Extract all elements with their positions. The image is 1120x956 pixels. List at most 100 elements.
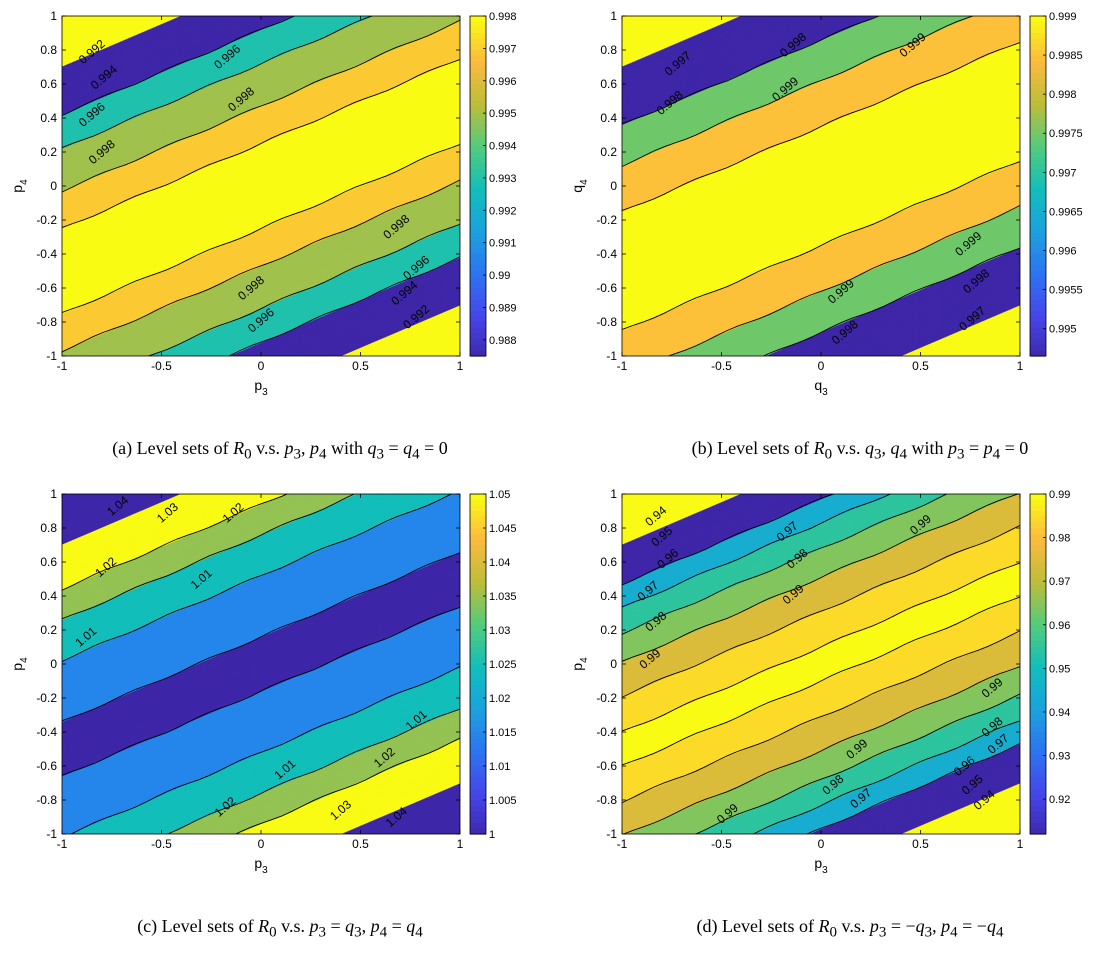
contour-band bbox=[622, 641, 1020, 814]
y-tick-label: 0.6 bbox=[40, 555, 57, 569]
contour-band bbox=[622, 16, 902, 136]
contour-band bbox=[622, 183, 1020, 356]
colorbar-segment bbox=[470, 101, 486, 108]
panel-d: 0.94 0.95 0.96 0.97 0.98 0.99 0.97 0.98 0.99 0.99… bbox=[560, 478, 1120, 956]
colorbar-segment bbox=[470, 231, 486, 238]
contour-band bbox=[62, 156, 460, 330]
contour-band bbox=[622, 633, 1020, 806]
contour-band bbox=[62, 16, 207, 78]
contour-band bbox=[622, 122, 1020, 296]
contour-band bbox=[62, 16, 211, 80]
contour-band bbox=[62, 173, 460, 347]
colorbar-segment bbox=[1030, 350, 1046, 357]
contour-band bbox=[62, 22, 460, 195]
y-tick-label: -0.2 bbox=[596, 691, 617, 705]
contour-band bbox=[622, 76, 1020, 250]
contour-band bbox=[622, 83, 1020, 257]
contour-band bbox=[62, 166, 460, 340]
contour-band bbox=[62, 17, 460, 190]
contour-band bbox=[62, 600, 460, 774]
y-tick-label: 0.8 bbox=[600, 43, 617, 57]
contour-band bbox=[622, 53, 1020, 226]
contour-band bbox=[62, 497, 460, 670]
colorbar-segment bbox=[1030, 163, 1046, 170]
contour-band bbox=[62, 109, 460, 282]
colorbar-segment bbox=[470, 191, 486, 198]
caption-r0-symbol: R0 bbox=[258, 916, 277, 941]
contour-band bbox=[622, 180, 1020, 353]
contour-band bbox=[62, 170, 460, 343]
contour-band bbox=[622, 177, 1020, 350]
contour-chart-c: 1.04 1.03 1.021.02 1.011.011.011.021.011.02… bbox=[9, 487, 517, 876]
colorbar-segment bbox=[470, 44, 486, 51]
contour-band bbox=[62, 494, 378, 629]
contour-band bbox=[62, 151, 460, 325]
colorbar-segment bbox=[1030, 282, 1046, 289]
contour-band bbox=[62, 126, 460, 299]
colorbar-segment bbox=[470, 163, 486, 170]
contour-band bbox=[62, 494, 445, 658]
colorbar-segment bbox=[1030, 78, 1046, 85]
contour-band bbox=[622, 575, 1020, 748]
y-tick-label: -0.4 bbox=[36, 247, 57, 261]
colorbar-segment bbox=[470, 630, 486, 637]
colorbar-segment bbox=[470, 681, 486, 688]
contour-band bbox=[622, 494, 981, 648]
y-tick-label: -0.2 bbox=[36, 691, 57, 705]
contour-band bbox=[62, 495, 460, 668]
contour-band bbox=[622, 54, 1020, 228]
colorbar-segment bbox=[470, 828, 486, 835]
contour-band bbox=[622, 16, 775, 81]
contour-band bbox=[622, 660, 1020, 833]
contour-band bbox=[622, 531, 1020, 704]
colorbar-segment bbox=[1030, 749, 1046, 756]
contour-band bbox=[622, 90, 1020, 263]
contour-line bbox=[622, 494, 836, 586]
contour-band bbox=[62, 494, 230, 566]
colorbar-segment bbox=[470, 715, 486, 722]
caption-vs: v.s. bbox=[836, 438, 865, 458]
colorbar-segment bbox=[1030, 817, 1046, 824]
contour-band bbox=[622, 519, 1020, 692]
colorbar-segment bbox=[470, 305, 486, 312]
colorbar-segment bbox=[470, 242, 486, 249]
contour-line bbox=[622, 630, 1020, 804]
contour-band bbox=[622, 494, 822, 580]
contour-band bbox=[622, 494, 1001, 656]
colorbar-segment bbox=[470, 146, 486, 153]
colorbar-segment bbox=[470, 607, 486, 614]
contour-band bbox=[62, 16, 390, 156]
contour-band bbox=[622, 16, 946, 155]
contour-band bbox=[622, 494, 802, 571]
contour-band bbox=[62, 117, 460, 291]
contour-band bbox=[622, 494, 814, 576]
colorbar-segment bbox=[1030, 67, 1046, 74]
colorbar-tick-label: 0.995 bbox=[1049, 324, 1077, 336]
contour-band bbox=[62, 556, 460, 729]
contour-band bbox=[62, 16, 433, 175]
contour-band bbox=[62, 510, 460, 684]
contour-band bbox=[62, 78, 460, 251]
contour-band bbox=[622, 16, 794, 90]
contour-band bbox=[820, 748, 1020, 834]
contour-band bbox=[622, 494, 782, 563]
contour-band bbox=[622, 585, 1020, 758]
contour-band bbox=[622, 16, 830, 105]
contour-band bbox=[62, 16, 314, 124]
contour-band bbox=[62, 153, 460, 326]
contour-band bbox=[622, 529, 1020, 702]
contour-band bbox=[62, 658, 460, 831]
colorbar-segment bbox=[470, 505, 486, 512]
contour-band bbox=[622, 494, 910, 617]
contour-band bbox=[62, 46, 460, 219]
colorbar-segment bbox=[470, 811, 486, 818]
contour-band bbox=[622, 655, 1020, 828]
contour-band bbox=[622, 634, 1020, 808]
colorbar-tick-label: 0.9975 bbox=[1049, 128, 1083, 140]
contour-band bbox=[62, 639, 460, 813]
contour-band bbox=[62, 578, 460, 752]
contour-band bbox=[62, 494, 270, 583]
contour-band bbox=[622, 638, 1020, 811]
contour-band bbox=[622, 129, 1020, 302]
contour-band bbox=[622, 25, 1020, 199]
